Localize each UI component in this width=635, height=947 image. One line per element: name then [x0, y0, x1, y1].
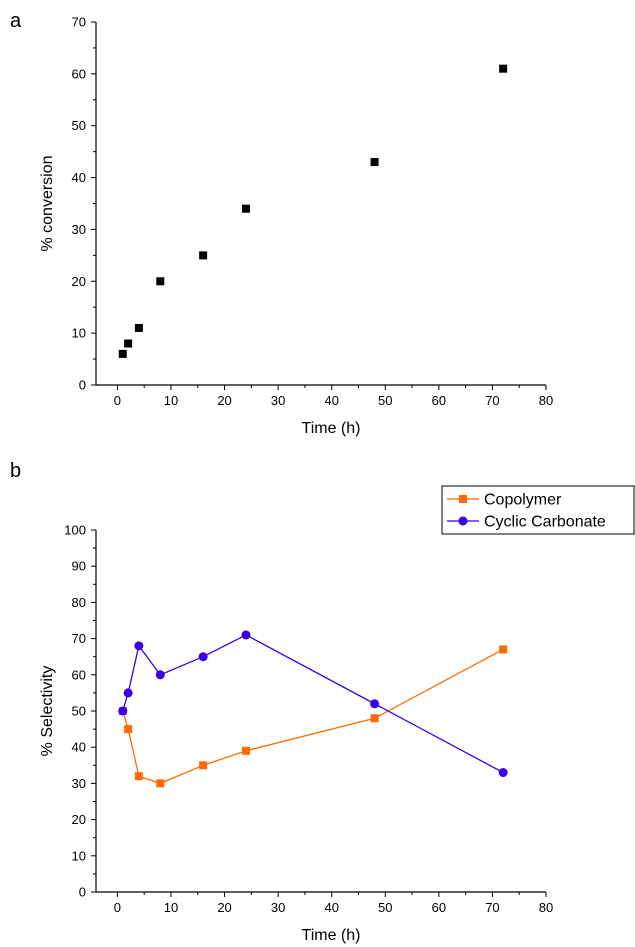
y-tick-label: 0: [79, 885, 86, 900]
y-tick-label: 60: [72, 667, 86, 682]
x-tick-label: 30: [271, 393, 285, 408]
data-point: [499, 64, 508, 73]
y-tick-label: 80: [72, 595, 86, 610]
series-copolymer: [118, 645, 508, 788]
panel-b-letter: b: [10, 460, 22, 482]
x-tick-label: 60: [432, 900, 446, 915]
legend-item: Cyclic Carbonate: [447, 514, 606, 531]
data-point: [156, 277, 165, 286]
series-line: [122, 634, 504, 774]
x-tick-label: 70: [485, 900, 499, 915]
y-tick-label: 50: [72, 704, 86, 719]
legend-item: Copolymer: [447, 492, 562, 509]
data-point: [134, 323, 143, 332]
data-point: [155, 670, 165, 680]
y-tick-label: 20: [72, 812, 86, 827]
y-tick-label: 30: [72, 222, 86, 237]
data-point: [370, 699, 380, 709]
chart-panel-a: 0 10 20 30 40 50 60 70 80 0 10 20 30 40 50 60 70 Time (h)…: [39, 15, 553, 438]
y-tick-label: 70: [72, 631, 86, 646]
y-tick-label: 100: [64, 523, 86, 538]
y-tick-label: 60: [72, 66, 86, 81]
data-point: [198, 652, 208, 662]
x-tick-label: 0: [114, 900, 121, 915]
x-tick-label: 30: [271, 900, 285, 915]
legend-label: Copolymer: [484, 492, 562, 509]
y-tick-label: 0: [79, 378, 86, 393]
data-point: [370, 714, 379, 723]
data-point: [123, 688, 133, 698]
y-tick-label: 40: [72, 740, 86, 755]
data-point: [134, 772, 143, 781]
data-point: [199, 761, 208, 770]
x-tick-label: 80: [539, 393, 553, 408]
data-point: [241, 630, 251, 640]
legend: Copolymer Cyclic Carbonate: [441, 485, 635, 535]
data-point: [124, 725, 133, 734]
data-point: [118, 349, 127, 358]
y-tick-label: 10: [72, 326, 86, 341]
legend-marker: [458, 516, 468, 526]
y-tick-label: 10: [72, 848, 86, 863]
y-axis-label: % Selectivity: [39, 666, 56, 757]
data-point: [498, 768, 508, 778]
legend-marker: [459, 495, 467, 503]
chart-panel-b: 0 10 20 30 40 50 60 70 80 0 10 20 30 40 50 60 70 80 90 100 T…: [39, 485, 635, 944]
x-tick-label: 40: [324, 393, 338, 408]
x-tick-label: 10: [164, 393, 178, 408]
data-point: [242, 746, 250, 755]
data-point: [242, 204, 250, 213]
legend-box: [441, 485, 635, 535]
data-point: [156, 779, 165, 788]
x-tick-label: 20: [217, 900, 231, 915]
y-tick-label: 70: [72, 15, 86, 30]
data-point: [124, 339, 133, 348]
x-tick-label: 80: [539, 900, 553, 915]
x-tick-label: 10: [164, 900, 178, 915]
x-tick-label: 70: [485, 393, 499, 408]
y-tick-label: 90: [72, 559, 86, 574]
data-point: [199, 251, 208, 260]
y-axis-label: % conversion: [39, 155, 56, 251]
y-tick-label: 50: [72, 118, 86, 133]
data-point: [134, 641, 144, 651]
series-conversion: [118, 64, 508, 358]
x-axis-label: Time (h): [302, 927, 361, 944]
y-tick-label: 30: [72, 776, 86, 791]
series-line: [122, 648, 504, 785]
x-tick-label: 40: [324, 900, 338, 915]
series-cyclic-carbonate: [118, 630, 508, 778]
x-tick-label: 60: [432, 393, 446, 408]
x-tick-label: 50: [378, 393, 392, 408]
data-point: [118, 706, 128, 716]
x-tick-label: 0: [114, 393, 121, 408]
legend-label: Cyclic Carbonate: [484, 514, 606, 531]
y-tick-label: 40: [72, 170, 86, 185]
x-tick-label: 20: [217, 393, 231, 408]
y-tick-label: 20: [72, 274, 86, 289]
panel-a-letter: a: [10, 10, 22, 32]
data-point: [370, 158, 379, 167]
x-tick-label: 50: [378, 900, 392, 915]
x-axis-label: Time (h): [302, 420, 361, 437]
data-point: [499, 645, 508, 654]
